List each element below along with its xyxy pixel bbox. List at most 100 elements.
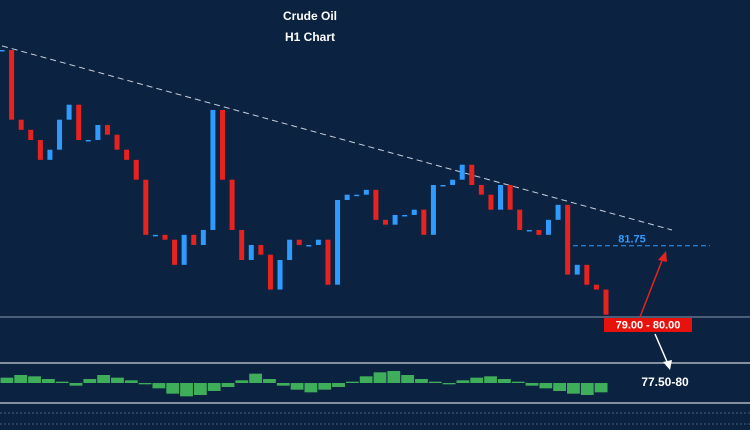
histogram-bar	[235, 380, 249, 383]
chart-subtitle: H1 Chart	[285, 30, 335, 44]
histogram-bar	[345, 381, 359, 383]
histogram-bar	[290, 383, 304, 390]
candle	[440, 184, 446, 187]
candle	[478, 184, 484, 195]
histogram-bar	[470, 377, 484, 383]
candle	[488, 194, 494, 210]
arrow-head	[658, 251, 667, 262]
histogram-bar	[111, 377, 124, 383]
candle	[421, 209, 427, 235]
candle	[248, 244, 254, 260]
candle	[459, 164, 465, 180]
candle	[526, 229, 532, 232]
histogram-bar	[497, 379, 511, 383]
histogram-bar	[207, 383, 221, 391]
candle	[603, 289, 609, 315]
histogram-bar	[249, 373, 263, 383]
chart-title: Crude Oil	[283, 9, 337, 23]
candle	[95, 124, 101, 140]
histogram-bar	[55, 381, 69, 383]
candle	[143, 179, 149, 235]
candle	[37, 139, 43, 160]
candle	[354, 194, 360, 197]
histogram-bar	[69, 383, 83, 386]
candle	[287, 239, 293, 260]
histogram-bar	[138, 383, 152, 385]
candle	[325, 239, 331, 285]
candle	[18, 119, 24, 130]
candle	[66, 104, 72, 120]
candle	[498, 184, 504, 210]
histogram-bar	[221, 383, 235, 387]
histogram-bar	[124, 380, 138, 383]
histogram-bar	[359, 376, 373, 383]
histogram-bar	[373, 372, 387, 383]
candle	[47, 149, 53, 160]
histogram-bar	[539, 383, 553, 389]
histogram-bar	[511, 381, 525, 383]
support-label-box	[604, 318, 692, 332]
histogram-bar	[28, 376, 41, 383]
candle	[315, 239, 321, 245]
histogram-bar	[567, 383, 580, 394]
histogram-bar	[83, 379, 97, 383]
candle	[277, 259, 283, 290]
target-label: 77.50-80	[641, 375, 689, 389]
candle	[296, 239, 302, 245]
histogram-bar	[193, 383, 207, 395]
candle	[28, 129, 34, 140]
histogram-bar	[332, 383, 345, 387]
candle	[220, 109, 226, 180]
arrow-head	[663, 360, 672, 370]
histogram-bar	[304, 383, 318, 393]
histogram-bar	[525, 383, 539, 386]
candle	[258, 244, 264, 255]
histogram-bar	[387, 371, 401, 383]
candle	[584, 264, 590, 285]
candle	[181, 234, 187, 265]
histogram-bar	[553, 383, 567, 391]
candle	[229, 179, 235, 230]
support-label: 79.00 - 80.00	[616, 319, 681, 331]
histogram-bar	[318, 383, 332, 390]
candle	[392, 214, 398, 225]
candle	[593, 284, 599, 290]
candle	[306, 244, 312, 247]
candle	[114, 134, 120, 150]
candle	[450, 179, 456, 185]
trendline	[1, 45, 673, 231]
histogram-bar	[580, 383, 594, 395]
histogram-bar	[14, 375, 28, 383]
candle	[507, 184, 513, 210]
candle	[191, 234, 197, 245]
candle	[85, 139, 91, 142]
histogram-bar	[415, 379, 428, 383]
candle	[469, 164, 475, 185]
candle	[152, 234, 158, 237]
candle	[335, 199, 341, 285]
histogram-bar	[152, 383, 166, 389]
candle	[536, 229, 542, 235]
candle	[565, 204, 571, 275]
histogram-bar	[442, 383, 456, 385]
candle	[430, 184, 436, 235]
arrow-up	[639, 257, 664, 318]
histogram-bar	[456, 380, 470, 383]
candle	[402, 214, 408, 217]
candle	[104, 124, 110, 135]
candle	[172, 239, 178, 265]
candle	[76, 104, 82, 140]
histogram-bar	[263, 379, 276, 383]
candle	[382, 219, 388, 225]
histogram-bar	[41, 379, 55, 383]
candle	[267, 254, 273, 290]
arrow-down	[654, 333, 669, 365]
histogram-bar	[166, 383, 180, 394]
candle	[555, 204, 561, 220]
candle	[133, 159, 139, 180]
histogram-bar	[401, 375, 415, 383]
candle	[57, 119, 63, 150]
candle	[545, 219, 551, 235]
